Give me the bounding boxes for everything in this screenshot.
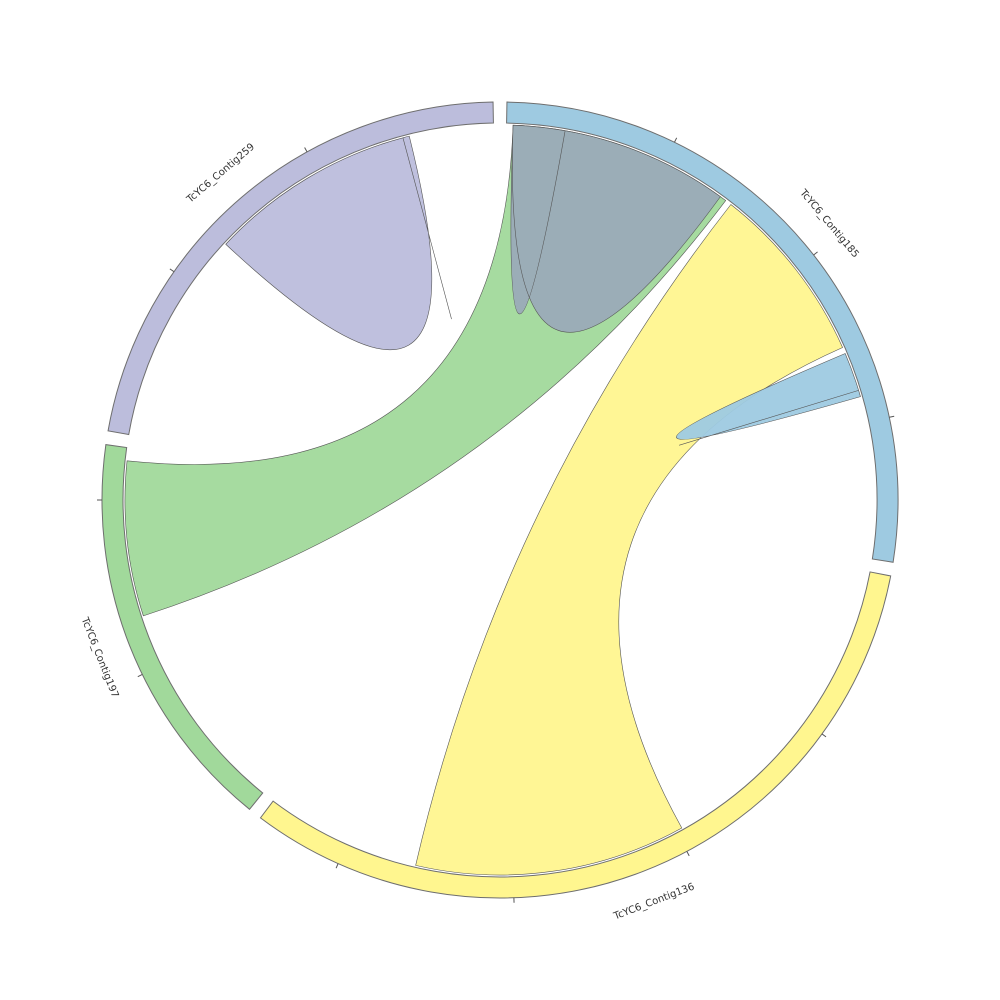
segment-label-tcyc6-contig197: TcYC6_Contig197 [78, 615, 120, 699]
ticks-layer [97, 137, 895, 903]
tick-mark [674, 137, 678, 143]
tick-mark [169, 268, 175, 273]
tick-mark [686, 851, 690, 857]
ribbon-tcyc6-contig185-to-tcyc6-contig185-3 [510, 124, 721, 333]
segment-tcyc6-contig259 [107, 101, 494, 436]
tick-mark [889, 415, 895, 418]
segment-tcyc6-contig197 [101, 444, 264, 811]
tick-mark [137, 674, 143, 678]
segment-label-tcyc6-contig136: TcYC6_Contig136 [612, 881, 697, 922]
tick-mark [821, 733, 827, 738]
segment-tcyc6-contig185 [506, 101, 899, 563]
segment-tcyc6-contig136 [259, 571, 892, 899]
tick-mark [813, 251, 818, 256]
tick-mark [335, 863, 339, 869]
ribbon-tcyc6-contig185-to-tcyc6-contig185-4 [676, 353, 861, 446]
ribbon-tcyc6-contig136-to-tcyc6-contig185-1 [415, 204, 843, 876]
ribbon-tcyc6-contig259-to-tcyc6-contig259-2 [225, 135, 452, 351]
ribbons-layer [124, 124, 861, 876]
tracks-layer [101, 101, 899, 899]
tick-mark [304, 147, 308, 153]
